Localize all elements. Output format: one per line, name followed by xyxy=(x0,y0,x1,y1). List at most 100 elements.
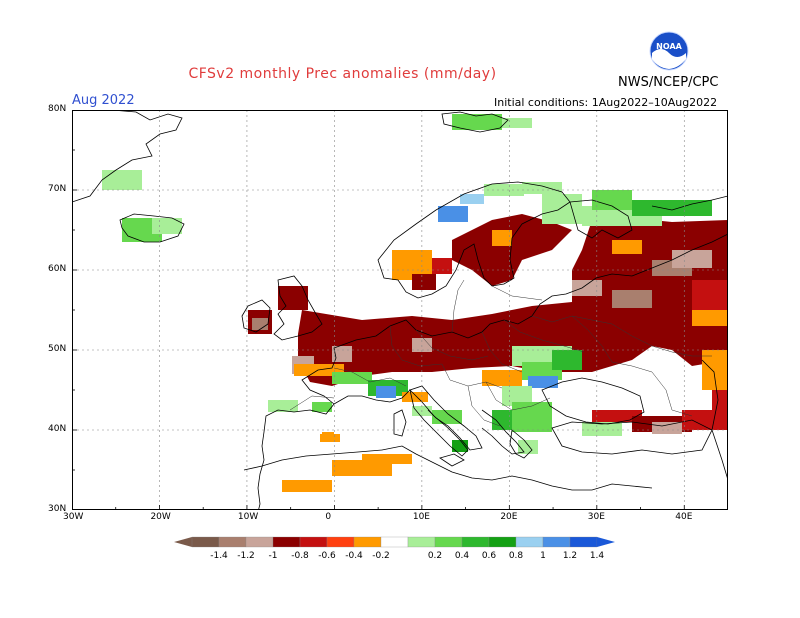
volga-cell xyxy=(692,310,728,326)
ireland-cell xyxy=(252,318,268,330)
colorbar-label: 0.8 xyxy=(509,551,524,561)
anatolia-cell xyxy=(652,422,682,434)
colorbar-label: 1.2 xyxy=(563,551,577,561)
black-sea-cell xyxy=(592,410,642,422)
algeria-cell xyxy=(362,454,412,464)
ukraine-cell xyxy=(528,376,558,388)
lat-label: 60N xyxy=(48,264,67,274)
norway-cell xyxy=(438,206,468,222)
lat-label: 50N xyxy=(48,344,67,354)
lon-label: 30E xyxy=(587,512,605,522)
morocco-cell xyxy=(282,480,332,492)
colorbar-box xyxy=(488,536,517,548)
colorbar-label: 0.4 xyxy=(455,551,470,561)
greece-cell xyxy=(518,440,538,454)
graticule xyxy=(72,110,728,510)
barents-cell xyxy=(592,190,632,210)
iberia-cell xyxy=(268,400,298,412)
initial-conditions-label: Initial conditions: 1Aug2022–10Aug2022 xyxy=(494,96,718,109)
lat-label: 80N xyxy=(48,104,67,114)
anatolia-cell xyxy=(682,410,718,430)
russia-cell xyxy=(672,250,712,268)
lon-label: 40E xyxy=(675,512,693,522)
colorbar: -1.4 -1.2 -1 -0.8 -0.6 -0.4 -0.2 0.2 0.4 0.6 0.8 1 1… xyxy=(174,536,615,561)
colorbar-label: 0.2 xyxy=(428,551,442,561)
caspian-cell xyxy=(702,350,728,390)
colorbar-arrow-right xyxy=(597,537,615,547)
gulf-lion-cell xyxy=(376,386,396,398)
colorbar-box xyxy=(434,536,463,548)
logo-text: NOAA xyxy=(656,42,682,51)
norway-south-cell xyxy=(412,274,436,290)
scandinavia-region xyxy=(452,214,572,286)
anatolia-cell xyxy=(582,422,622,436)
norway-cell xyxy=(522,182,562,194)
algeria-cell xyxy=(322,432,334,440)
org-label: NWS/NCEP/CPC xyxy=(618,75,719,90)
balkans-cell xyxy=(512,402,552,432)
lat-label: 40N xyxy=(48,424,67,434)
colorbar-label: -1 xyxy=(269,551,278,561)
colorbar-label: 1.4 xyxy=(590,551,605,561)
colorbar-label: -1.4 xyxy=(210,551,228,561)
colorbar-box xyxy=(353,536,382,548)
coastlines xyxy=(72,110,728,510)
italy-cell xyxy=(452,440,468,452)
russia-cell xyxy=(612,290,652,308)
colorbar-label: -0.8 xyxy=(291,551,309,561)
pyrenees-cell xyxy=(332,372,372,384)
colorbar-label: -0.4 xyxy=(345,551,363,561)
russia-cell xyxy=(612,240,642,254)
colorbar-box xyxy=(569,536,598,548)
norway-south-cell xyxy=(432,258,452,274)
italy-cell xyxy=(432,410,462,424)
baltic-cell xyxy=(572,280,602,296)
colorbar-boxes xyxy=(174,536,615,548)
colorbar-box xyxy=(407,536,436,548)
russia-cell xyxy=(692,280,728,310)
chart-title: CFSv2 monthly Prec anomalies (mm/day) xyxy=(188,66,497,82)
colorbar-label: -0.2 xyxy=(372,551,390,561)
sweden-cell xyxy=(492,230,512,246)
lon-label: 0 xyxy=(325,512,332,522)
lon-label: 20W xyxy=(150,512,171,522)
colorbar-label: 1 xyxy=(540,551,546,561)
colorbar-box xyxy=(380,536,409,548)
greenland-cell xyxy=(102,170,142,190)
colorbar-box xyxy=(542,536,571,548)
valid-month-label: Aug 2022 xyxy=(72,93,135,108)
lon-label: 10E xyxy=(412,512,430,522)
colorbar-box xyxy=(272,536,301,548)
colorbar-label: 0.6 xyxy=(482,551,497,561)
lon-label: 30W xyxy=(63,512,84,522)
colorbar-labels: -1.4 -1.2 -1 -0.8 -0.6 -0.4 -0.2 0.2 0.4 0.6 0.8 1 1… xyxy=(210,551,604,561)
lon-label: 10W xyxy=(237,512,259,522)
svalbard-cell xyxy=(452,114,502,130)
lapland-cell xyxy=(542,194,582,224)
colorbar-box xyxy=(461,536,490,548)
svalbard-cell xyxy=(502,118,532,128)
norway-cell xyxy=(460,194,484,204)
colorbar-box xyxy=(326,536,355,548)
britain-cell xyxy=(278,286,308,310)
alps-cell xyxy=(402,392,428,402)
norway-cell xyxy=(484,184,524,196)
colorbar-label: -0.6 xyxy=(318,551,336,561)
axis-ticks xyxy=(72,110,728,510)
colorbar-box xyxy=(299,536,328,548)
country-borders xyxy=(289,279,712,427)
lat-label: 70N xyxy=(48,184,67,194)
ukraine-cell xyxy=(552,350,582,370)
lon-label: 20E xyxy=(500,512,518,522)
iberia-cell xyxy=(312,402,332,412)
colorbar-box xyxy=(245,536,274,548)
colorbar-arrow-left xyxy=(174,537,192,547)
anomaly-map xyxy=(72,110,728,510)
colorbar-box xyxy=(191,536,220,548)
colorbar-box xyxy=(218,536,247,548)
colorbar-box xyxy=(515,536,544,548)
colorbar-label: -1.2 xyxy=(237,551,255,561)
lat-label: 30N xyxy=(48,504,67,514)
hungary-cell xyxy=(482,370,522,386)
noaa-logo: NOAA xyxy=(649,31,689,71)
